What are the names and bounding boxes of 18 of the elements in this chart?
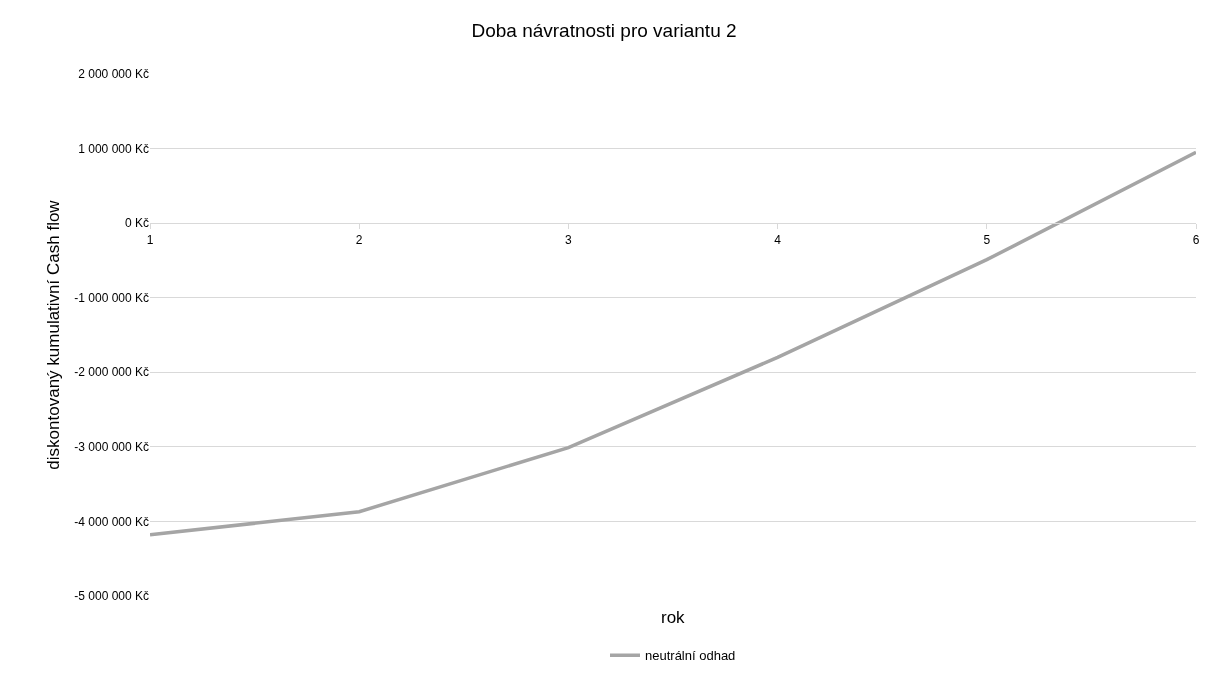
y-tick-label: 2 000 000 Kč — [78, 67, 149, 82]
legend-label: neutrální odhad — [645, 648, 736, 664]
y-tick-label: -5 000 000 Kč — [74, 589, 149, 604]
y-tick-label: 1 000 000 Kč — [78, 141, 149, 156]
x-tick-label: 3 — [565, 232, 573, 247]
y-tick-label: -4 000 000 Kč — [74, 514, 149, 529]
y-tick-label: -3 000 000 Kč — [74, 440, 149, 455]
chart-title: Doba návratnosti pro variantu 2 — [471, 20, 737, 42]
y-tick-label: 0 Kč — [124, 216, 149, 231]
x-tick-label: 4 — [774, 232, 782, 247]
y-tick-label: -2 000 000 Kč — [74, 365, 149, 380]
x-tick-label: 5 — [983, 232, 991, 247]
y-tick-label: -1 000 000 Kč — [74, 290, 149, 305]
x-axis-title: rok — [661, 608, 686, 627]
y-axis-title: diskontovaný kumulativní Cash flow — [43, 199, 63, 470]
x-tick-label: 6 — [1192, 232, 1200, 247]
x-tick-label: 1 — [146, 232, 154, 247]
x-tick-label: 2 — [355, 232, 363, 247]
